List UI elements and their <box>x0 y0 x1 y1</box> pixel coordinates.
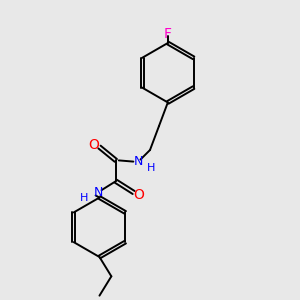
Text: H: H <box>147 163 156 173</box>
Text: N: N <box>134 155 143 168</box>
Text: F: F <box>164 27 172 41</box>
Text: H: H <box>80 193 88 203</box>
Text: O: O <box>89 138 100 152</box>
Text: N: N <box>93 186 103 199</box>
Text: O: O <box>134 188 144 202</box>
